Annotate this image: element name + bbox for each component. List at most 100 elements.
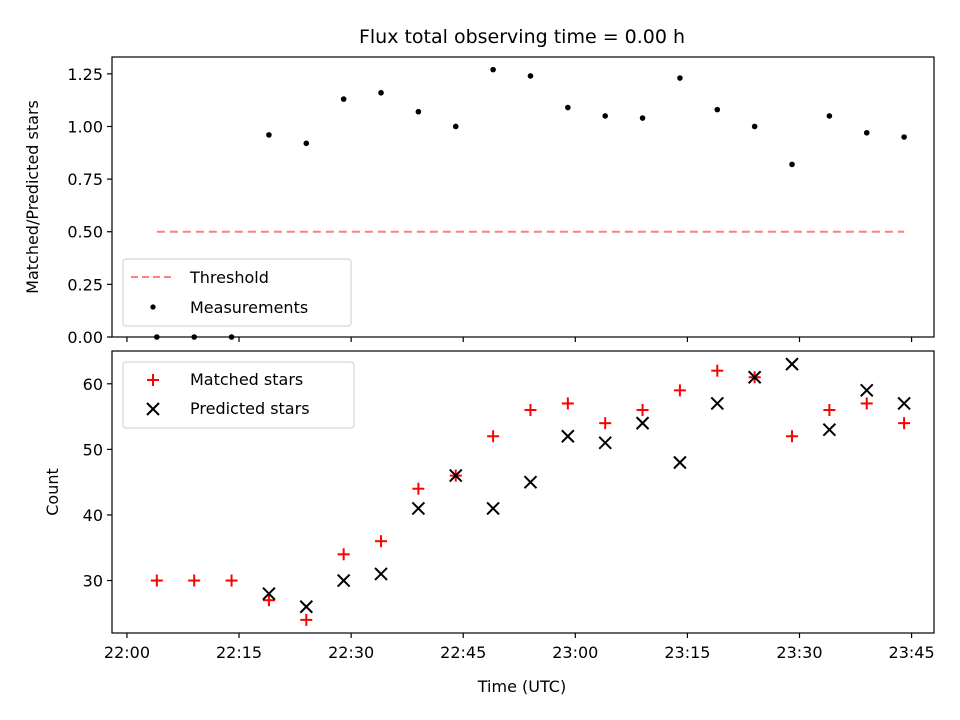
- predicted-stars-point: [374, 567, 388, 581]
- predicted-stars-point-b: [336, 573, 351, 588]
- x-tick-label: 23:15: [664, 643, 710, 662]
- measurements-point: [415, 108, 422, 115]
- ratio-legend: Threshold Measurements: [122, 258, 352, 327]
- predicted-stars-point: [860, 383, 874, 398]
- predicted-stars-point: [299, 600, 313, 614]
- predicted-stars-point-b: [897, 396, 911, 411]
- predicted-stars-point-b: [449, 468, 463, 483]
- measurements-point: [863, 129, 870, 136]
- measurements-point: [639, 115, 646, 121]
- measurements-point: [714, 106, 721, 113]
- matched-stars-point: [150, 574, 163, 587]
- matched-stars-point: [636, 404, 649, 417]
- matched-stars-point: [262, 594, 275, 607]
- count-y-axis-label: Count: [43, 468, 62, 516]
- predicted-stars-point-b: [598, 436, 612, 450]
- measurements-point: [490, 66, 496, 73]
- matched-stars-point: [561, 397, 574, 410]
- predicted-stars-point-b: [747, 370, 762, 384]
- legend-measurements-swatch: [150, 304, 156, 310]
- ratio-y-tick-label: 0.00: [67, 328, 103, 347]
- predicted-stars-point: [822, 422, 837, 437]
- predicted-stars-point: [747, 370, 762, 384]
- ratio-y-tick-label: 0.25: [67, 275, 103, 294]
- matched-stars-point: [599, 417, 612, 430]
- x-tick-label: 22:45: [440, 643, 486, 662]
- matched-stars-point: [412, 482, 425, 495]
- predicted-stars-point-b: [822, 422, 837, 437]
- chart-title: Flux total observing time = 0.00 h: [359, 26, 685, 48]
- predicted-stars-point: [523, 475, 538, 489]
- x-axis-label: Time (UTC): [477, 677, 566, 696]
- predicted-stars-point-b: [673, 455, 687, 470]
- predicted-stars-point: [785, 357, 799, 371]
- measurements-point: [901, 134, 907, 140]
- x-tick-label: 23:30: [776, 643, 822, 662]
- x-tick-label: 23:00: [552, 643, 598, 662]
- predicted-stars-point-b: [523, 475, 538, 489]
- predicted-stars-point-b: [710, 396, 724, 411]
- ratio-y-axis-label: Matched/Predicted stars: [23, 100, 42, 294]
- count-y-tick-label: 60: [83, 375, 103, 394]
- ratio-y-tick-label: 0.50: [67, 223, 103, 242]
- legend-predicted-label: Predicted stars: [190, 399, 310, 418]
- ratio-marks: [154, 66, 907, 340]
- legend-predicted-swatch: [146, 402, 160, 416]
- predicted-stars-point: [561, 429, 575, 443]
- predicted-stars-point-b: [486, 501, 500, 516]
- predicted-stars-point: [336, 573, 351, 588]
- matched-stars-point: [375, 535, 388, 548]
- ratio-y-tick-label: 1.25: [67, 65, 103, 84]
- matched-stars-point: [711, 364, 724, 377]
- measurements-point: [266, 132, 272, 138]
- predicted-stars-point: [635, 416, 650, 430]
- measurements-point: [602, 113, 608, 119]
- count-y-tick-label: 50: [83, 440, 103, 459]
- count-legend: Matched stars Predicted stars: [122, 361, 355, 429]
- ratio-y-tick-label: 0.75: [67, 170, 103, 189]
- count-ticks: 22:00 22:15 22:30 22:45 23:00 23:15 23:30 23:45…: [83, 375, 935, 662]
- measurements-point: [340, 96, 347, 102]
- x-tick-label: 22:00: [104, 643, 150, 662]
- legend-threshold-label: Threshold: [189, 268, 269, 287]
- matched-stars-point: [188, 574, 201, 587]
- predicted-stars-point: [411, 501, 426, 516]
- measurements-point: [677, 75, 683, 81]
- count-y-tick-label: 30: [83, 572, 103, 591]
- predicted-stars-point: [486, 501, 500, 516]
- ratio-plot-frame: [111, 56, 935, 338]
- count-marks: [150, 357, 911, 626]
- predicted-stars-point-b: [635, 416, 650, 430]
- predicted-stars-point-b: [299, 600, 313, 614]
- count-y-tick-label: 40: [83, 506, 103, 525]
- legend-measurements-label: Measurements: [190, 298, 308, 317]
- measurements-point: [826, 113, 833, 119]
- measurements-point: [378, 89, 384, 96]
- measurements-point: [789, 161, 795, 168]
- legend-matched-swatch: [147, 374, 159, 386]
- count-plot-frame: [111, 350, 935, 634]
- predicted-stars-point: [598, 436, 612, 450]
- x-tick-label: 22:15: [216, 643, 262, 662]
- predicted-stars-point: [710, 396, 724, 411]
- predicted-stars-point: [673, 455, 687, 470]
- count-legend-box: [122, 361, 355, 429]
- predicted-stars-point-b: [411, 501, 426, 516]
- predicted-stars-point-b: [262, 586, 276, 601]
- matched-stars-point: [823, 404, 836, 417]
- predicted-stars-point-b: [374, 567, 388, 581]
- measurements-point: [452, 123, 459, 130]
- predicted-stars-point-b: [561, 429, 575, 443]
- predicted-stars-point: [449, 468, 463, 483]
- matched-stars-point: [487, 430, 500, 443]
- x-tick-label: 22:30: [328, 643, 374, 662]
- matched-stars-point: [860, 397, 873, 410]
- ratio-panel: Flux total observing time = 0.00 h Match…: [23, 26, 935, 347]
- legend-matched-label: Matched stars: [190, 370, 303, 389]
- matched-stars-point: [300, 613, 313, 626]
- matched-stars-point: [524, 404, 537, 417]
- measurements-point: [565, 104, 571, 111]
- measurements-point: [527, 73, 534, 79]
- predicted-stars-point-b: [860, 383, 874, 398]
